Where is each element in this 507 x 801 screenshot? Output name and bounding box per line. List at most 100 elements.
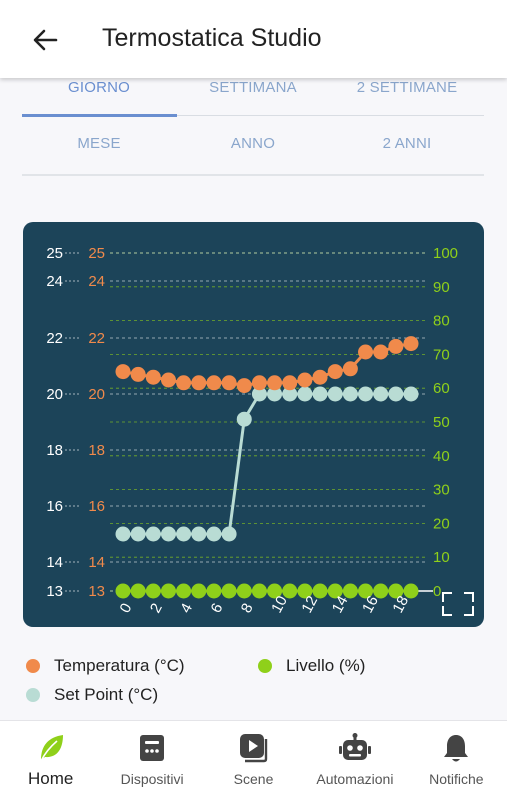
temperature-point (327, 364, 343, 380)
right-axis-tick-label: 10 (433, 549, 450, 566)
back-button[interactable] (28, 24, 62, 56)
right-axis-tick-label: 40 (433, 448, 450, 465)
temperature-axis-tick-label: 14 (88, 554, 105, 571)
level-point (176, 583, 192, 599)
left-axis-tick-label: 24 (46, 273, 63, 290)
level-point (145, 583, 161, 599)
tab-giorno[interactable]: GIORNO (67, 79, 131, 96)
level-point (388, 583, 404, 599)
level-point (327, 583, 343, 599)
legend-dot-temperatura (26, 659, 40, 673)
nav-notifiche[interactable]: Notifiche (406, 721, 507, 801)
temperature-point (403, 336, 419, 352)
setpoint-point (221, 526, 237, 542)
period-tabs-row-1: GIORNO SETTIMANA 2 SETTIMANE (22, 76, 484, 116)
legend-item-setpoint[interactable]: Set Point (°C) (26, 685, 158, 705)
x-axis-tick-label: 4 (177, 601, 196, 616)
level-point (297, 583, 313, 599)
level-point (115, 583, 131, 599)
temperature-point (297, 372, 313, 388)
right-axis-tick-label: 30 (433, 482, 450, 499)
temperature-point (251, 375, 267, 391)
nav-automazioni-label: Automazioni (316, 771, 394, 787)
nav-dispositivi[interactable]: Dispositivi (101, 721, 202, 801)
fullscreen-icon[interactable] (442, 592, 474, 616)
x-axis-tick-label: 2 (147, 601, 166, 616)
temperature-point (206, 375, 222, 391)
level-point (282, 583, 298, 599)
temperature-axis-tick-label: 25 (88, 245, 105, 262)
setpoint-point (236, 411, 252, 427)
nav-home[interactable]: Home (0, 721, 101, 801)
x-axis-tick-label: 8 (238, 601, 257, 616)
nav-scene-label: Scene (233, 771, 274, 787)
setpoint-point (176, 526, 192, 542)
temperature-point (342, 361, 358, 377)
legend-dot-setpoint (26, 688, 40, 702)
legend-item-temperatura[interactable]: Temperatura (°C) (26, 656, 185, 676)
tab-settimana[interactable]: SETTIMANA (209, 79, 297, 96)
temperature-point (145, 369, 161, 385)
temperature-point (130, 366, 146, 382)
right-axis-tick-label: 70 (433, 346, 450, 363)
temperature-point (373, 344, 389, 360)
temperature-point (282, 375, 298, 391)
left-axis-tick-label: 25 (46, 245, 63, 262)
x-axis-tick-label: 10 (268, 593, 291, 616)
left-axis-tick-label: 16 (46, 498, 63, 515)
temperature-point (191, 375, 207, 391)
temperature-axis-tick-label: 24 (88, 273, 105, 290)
level-point (160, 583, 176, 599)
level-point (191, 583, 207, 599)
tab-anno[interactable]: ANNO (230, 135, 276, 152)
x-axis-tick-label: 6 (207, 601, 226, 616)
nav-home-label: Home (28, 769, 74, 788)
chart-card: 100 90 80 70 60 50 40 30 20 10 0 25 25 24 24 22 22 20 20 18… (23, 222, 484, 627)
legend-dot-livello (258, 659, 272, 673)
setpoint-point (145, 526, 161, 542)
legend-label-setpoint: Set Point (°C) (54, 685, 159, 704)
bottom-navigation: Home Dispositivi Scene (0, 720, 507, 801)
temperature-point (160, 372, 176, 388)
tab-2-anni[interactable]: 2 ANNI (382, 135, 432, 152)
temperature-point (388, 338, 404, 354)
setpoint-point (403, 386, 419, 402)
left-axis-tick-label: 18 (46, 442, 63, 459)
temperature-point (236, 378, 252, 394)
level-point (130, 583, 146, 599)
tab-2-settimane[interactable]: 2 SETTIMANE (356, 79, 458, 96)
setpoint-point (191, 526, 207, 542)
level-point (403, 583, 419, 599)
level-point (236, 583, 252, 599)
level-point (251, 583, 267, 599)
x-axis-tick-label: 12 (298, 593, 321, 616)
legend-label-livello: Livello (%) (286, 656, 366, 675)
setpoint-line (123, 392, 411, 536)
nav-scene[interactable]: Scene (203, 721, 304, 801)
nav-notifiche-label: Notifiche (429, 771, 484, 787)
x-axis-tick-label: 18 (389, 593, 412, 616)
setpoint-point (373, 386, 389, 402)
temperature-axis-tick-label: 18 (88, 442, 105, 459)
right-axis-tick-label: 0 (433, 583, 441, 600)
temperature-point (176, 375, 192, 391)
left-axis-tick-label: 13 (46, 583, 63, 600)
setpoint-point (206, 526, 222, 542)
setpoint-point (115, 526, 131, 542)
level-point (373, 583, 389, 599)
leaf-icon (37, 731, 65, 765)
nav-dispositivi-label: Dispositivi (120, 771, 184, 787)
right-axis-tick-label: 80 (433, 313, 450, 330)
level-point (206, 583, 222, 599)
legend-item-livello[interactable]: Livello (%) (258, 656, 365, 676)
device-icon (139, 731, 165, 765)
nav-automazioni[interactable]: Automazioni (304, 721, 405, 801)
period-tabs-row-2: MESE ANNO 2 ANNI (22, 134, 484, 174)
right-axis-tick-label: 100 (433, 245, 458, 262)
tab-mese[interactable]: MESE (77, 135, 121, 152)
setpoint-point (251, 386, 267, 402)
temperature-point (115, 364, 131, 380)
setpoint-point (388, 386, 404, 402)
setpoint-point (342, 386, 358, 402)
